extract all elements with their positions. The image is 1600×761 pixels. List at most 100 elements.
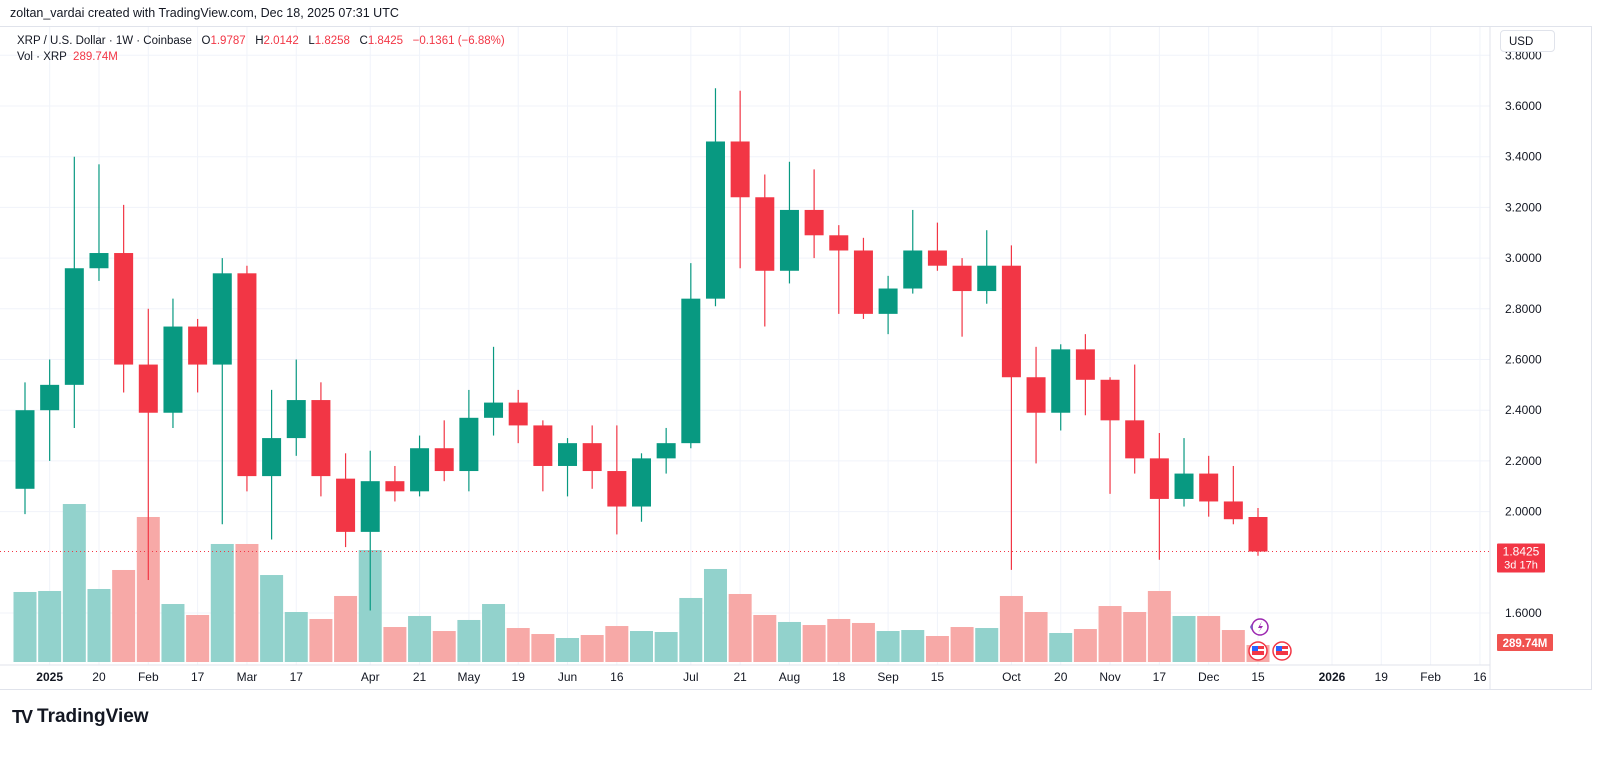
volume-bar bbox=[679, 597, 703, 662]
volume-bar bbox=[1123, 612, 1147, 662]
flag-canton bbox=[1252, 646, 1258, 651]
sparkle-icon bbox=[1250, 624, 1253, 630]
candle-body bbox=[459, 417, 479, 472]
volume-bar bbox=[654, 632, 678, 662]
candle bbox=[1199, 455, 1219, 517]
logo-text: TradingView bbox=[37, 706, 149, 727]
candle-body bbox=[558, 443, 578, 466]
candle-body bbox=[829, 235, 849, 251]
volume-bar bbox=[1024, 612, 1048, 662]
chart-legend: XRP / U.S. Dollar · 1W · Coinbase O1.978… bbox=[17, 33, 505, 65]
candle-body bbox=[138, 364, 158, 413]
lightning-event-icon[interactable] bbox=[1250, 618, 1269, 636]
last-price-tag-bg bbox=[1497, 543, 1545, 573]
candle-body bbox=[508, 402, 528, 426]
candle bbox=[385, 465, 405, 502]
time-tick-label: 2026 bbox=[1319, 670, 1346, 684]
time-tick-label: 15 bbox=[1251, 670, 1265, 684]
legend-volume-row: Vol · XRP 289.74M bbox=[17, 49, 505, 65]
price-tick-label: 2.0000 bbox=[1505, 505, 1542, 519]
candle-body bbox=[607, 471, 627, 507]
candle bbox=[64, 156, 84, 428]
candle bbox=[681, 263, 701, 449]
time-tick-label: Mar bbox=[237, 670, 258, 684]
candle bbox=[15, 382, 35, 515]
candle-body bbox=[1026, 377, 1046, 413]
volume-bar bbox=[728, 593, 752, 662]
candle-body bbox=[262, 438, 282, 477]
volume-tag: 289.74M bbox=[1497, 633, 1553, 651]
candle bbox=[705, 88, 725, 307]
legend-open-label: O bbox=[201, 35, 211, 47]
legend-close-label: C bbox=[359, 35, 368, 47]
volume-bar bbox=[975, 628, 999, 662]
price-tick-label: 3.0000 bbox=[1505, 251, 1542, 265]
volume-bar bbox=[87, 588, 111, 662]
candle-body bbox=[582, 443, 602, 472]
volume-bar bbox=[827, 618, 851, 662]
lightning-icon-bolt bbox=[1258, 621, 1263, 633]
time-tick-label: 17 bbox=[290, 670, 304, 684]
candle-body bbox=[385, 481, 405, 492]
legend-volume-label[interactable]: Vol · XRP bbox=[17, 51, 67, 63]
candle-body bbox=[927, 250, 947, 266]
volume-bar bbox=[802, 625, 826, 662]
candle bbox=[1223, 465, 1243, 525]
candle bbox=[114, 204, 134, 393]
volume-bar bbox=[38, 590, 62, 662]
time-tick-label: Apr bbox=[361, 670, 380, 684]
volume-bar bbox=[1197, 615, 1221, 662]
time-tick-label: 2025 bbox=[36, 670, 63, 684]
candle-body bbox=[114, 253, 134, 365]
volume-bar bbox=[605, 626, 629, 662]
candle-body bbox=[360, 481, 380, 532]
volume-bar bbox=[876, 631, 900, 662]
candle-body bbox=[1001, 265, 1021, 378]
time-tick-label: Feb bbox=[1420, 670, 1441, 684]
legend-volume-value: 289.74M bbox=[73, 51, 118, 63]
candle bbox=[1051, 344, 1071, 431]
candle-body bbox=[853, 250, 873, 314]
time-tick-label: Feb bbox=[138, 670, 159, 684]
candle bbox=[1149, 433, 1169, 560]
candle bbox=[1125, 364, 1145, 474]
volume-bar bbox=[506, 628, 530, 662]
candle-body bbox=[730, 141, 750, 198]
candle-body bbox=[1125, 420, 1145, 459]
us-flag-event-icon[interactable] bbox=[1272, 641, 1292, 661]
volume-bar bbox=[1147, 590, 1171, 662]
volume-bar bbox=[1098, 606, 1122, 662]
candle bbox=[1001, 245, 1021, 570]
price-tick-label: 2.8000 bbox=[1505, 302, 1542, 316]
time-tick-label: 19 bbox=[1375, 670, 1389, 684]
candle bbox=[755, 174, 775, 327]
tradingview-logo[interactable]: TV TradingView bbox=[12, 706, 149, 728]
candle bbox=[1248, 508, 1268, 556]
time-tick-label: Jun bbox=[558, 670, 577, 684]
legend-low-value: 1.8258 bbox=[314, 35, 350, 47]
candle bbox=[632, 453, 651, 522]
price-tick-label: 3.4000 bbox=[1505, 150, 1542, 164]
price-tick-label: 2.2000 bbox=[1505, 454, 1542, 468]
time-tick-label: Dec bbox=[1198, 670, 1219, 684]
volume-bar bbox=[186, 614, 210, 662]
candle bbox=[410, 435, 430, 497]
volume-bar bbox=[630, 631, 653, 662]
volume-bar bbox=[457, 619, 481, 662]
candle bbox=[459, 389, 479, 492]
candle bbox=[212, 258, 232, 525]
candle-body bbox=[484, 402, 504, 418]
volume-bar bbox=[383, 627, 407, 662]
volume-bar bbox=[950, 627, 974, 662]
us-flag-event-icon[interactable] bbox=[1248, 641, 1268, 661]
time-tick-label: 17 bbox=[1153, 670, 1167, 684]
candle-body bbox=[1223, 501, 1243, 520]
volume-bar bbox=[482, 604, 506, 662]
legend-symbol[interactable]: XRP / U.S. Dollar · 1W · Coinbase bbox=[17, 35, 192, 47]
currency-button[interactable]: USD bbox=[1500, 30, 1555, 52]
candle-body bbox=[434, 448, 454, 472]
time-tick-label: Nov bbox=[1099, 670, 1120, 684]
candle-body bbox=[1174, 473, 1194, 499]
candle-body bbox=[977, 265, 997, 292]
